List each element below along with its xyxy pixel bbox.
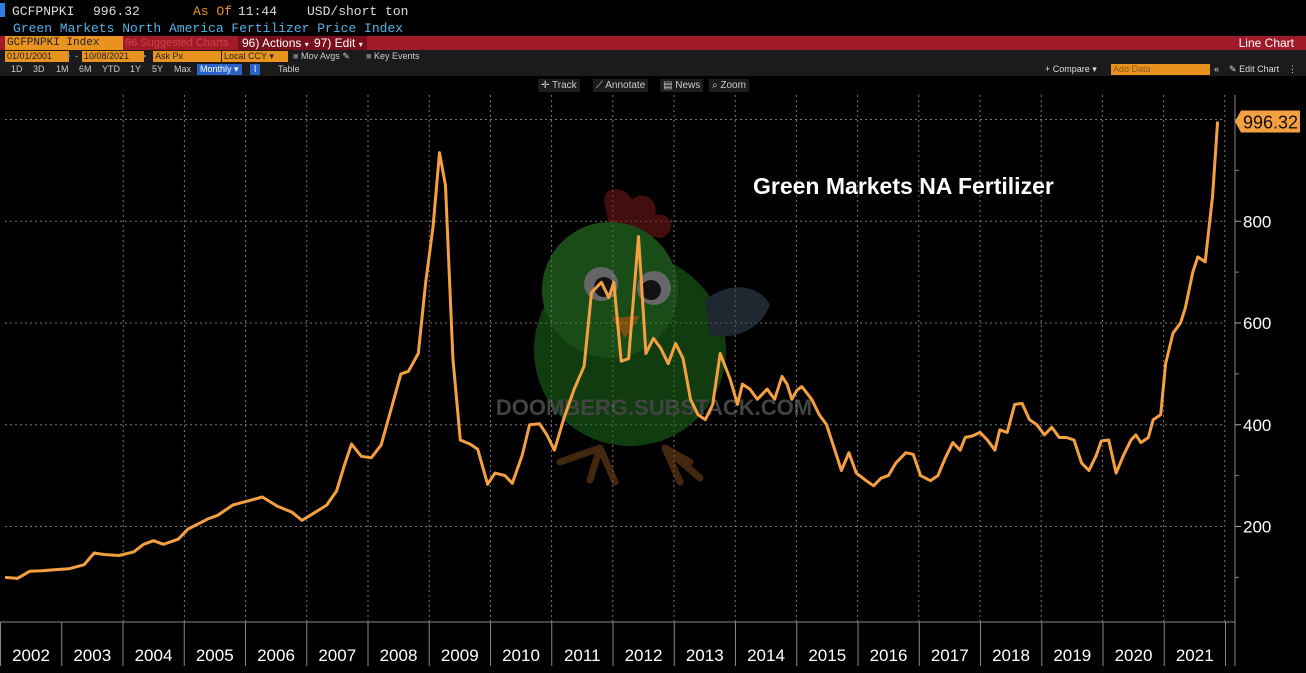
security-field[interactable]: GCFPNPKI Index [5, 36, 123, 50]
date-separator: - [75, 51, 78, 61]
actions-menu[interactable]: 96) Actions ▾ [238, 36, 313, 50]
magnifier-icon: ⌕ [712, 80, 718, 91]
security-header: GCFPNPKI 996.32 As Of 11:44 USD/short to… [0, 0, 1306, 21]
x-tick-label: 2015 [808, 646, 846, 665]
compare-button[interactable]: + Compare ▾ [1045, 64, 1097, 74]
last-value-badge: 996.32 [1235, 110, 1300, 133]
x-tick-label: 2006 [257, 646, 295, 665]
security-name: Green Markets North America Fertilizer P… [13, 21, 404, 36]
watermark-text: DOOMBERG.SUBSTACK.COM [496, 395, 812, 420]
news-tool[interactable]: ▤ News [660, 79, 704, 92]
as-of-label: As Of [193, 4, 233, 19]
x-tick-label: 2017 [931, 646, 969, 665]
settings-row: 01/01/2001 ▪ - 10/08/2021 ▪ Ask Px Local… [0, 50, 1306, 63]
x-tick-label: 2003 [73, 646, 111, 665]
chevron-down-icon: ▾ [358, 40, 363, 49]
pencil-icon: ✎ [1229, 64, 1237, 74]
calendar-icon[interactable]: ▪ [67, 51, 71, 61]
series-line [4, 121, 1220, 580]
period-5y[interactable]: 5Y [152, 64, 164, 74]
header-marker [0, 3, 5, 17]
chevron-down-icon: ▾ [304, 40, 309, 49]
x-tick-label: 2019 [1053, 646, 1091, 665]
period-ytd[interactable]: YTD [102, 64, 120, 74]
price-type-select[interactable]: Ask Px [153, 51, 221, 62]
x-tick-label: 2011 [564, 646, 601, 665]
key-events-toggle[interactable]: ■ Key Events [366, 51, 420, 61]
annotate-tool[interactable]: ⟋ Annotate [593, 79, 649, 92]
period-row: 1D 3D 1M 6M YTD 1Y 5Y Max Monthly ▾ ⌇ Ta… [0, 63, 1306, 76]
period-6m[interactable]: 6M [79, 64, 92, 74]
rooster-watermark-logo: DOOMBERG.SUBSTACK.COM [496, 189, 812, 486]
x-tick-label: 2012 [625, 646, 663, 665]
news-icon: ▤ [663, 80, 673, 91]
collapse-icon[interactable]: « [1214, 64, 1220, 74]
period-1m[interactable]: 1M [56, 64, 69, 74]
x-tick-label: 2020 [1115, 646, 1153, 665]
track-tool[interactable]: ✛ Track [538, 79, 580, 92]
chevron-down-icon: ▾ [1092, 64, 1097, 74]
last-price: 996.32 [93, 4, 140, 19]
x-axis: 2002 2003 2004 2005 2006 2007 2008 2009 2010 2011… [0, 621, 1235, 666]
last-value-text: 996.32 [1243, 113, 1298, 133]
command-bar: GCFPNPKI Index 96 Suggested Charts 96) A… [0, 36, 1306, 50]
y-tick-label: 600 [1243, 314, 1271, 333]
crosshair-icon: ✛ [541, 80, 550, 91]
edit-menu[interactable]: 97) Edit ▾ [310, 36, 367, 50]
chart-options-icon[interactable]: ⋮ [1288, 64, 1297, 74]
x-tick-label: 2009 [441, 646, 479, 665]
as-of-time: 11:44 [238, 4, 278, 19]
frequency-select[interactable]: Monthly ▾ [197, 64, 242, 75]
x-tick-label: 2005 [196, 646, 234, 665]
edit-chart-button[interactable]: ✎ Edit Chart [1229, 64, 1280, 74]
calendar-icon[interactable]: ▪ [143, 51, 147, 61]
x-tick-label: 2016 [870, 646, 908, 665]
chevron-down-icon: ▾ [269, 51, 274, 61]
security-name-row: Green Markets North America Fertilizer P… [0, 21, 1306, 36]
checkbox-icon: ■ [366, 51, 372, 61]
x-tick-label: 2008 [380, 646, 418, 665]
view-label: Line Chart [1238, 36, 1294, 50]
currency-select[interactable]: Local CCY ▾ [222, 51, 288, 62]
y-tick-label: 800 [1243, 212, 1271, 231]
x-tick-label: 2010 [502, 646, 540, 665]
add-data-field[interactable]: Add Data [1111, 64, 1210, 75]
x-tick-label: 2004 [135, 646, 173, 665]
chart-title: Green Markets NA Fertilizer [753, 173, 1054, 199]
period-max[interactable]: Max [174, 64, 192, 74]
y-axis: 200 400 600 800 [1234, 95, 1271, 666]
table-button[interactable]: Table [278, 64, 300, 74]
suggested-charts-button[interactable]: 96 Suggested Charts [125, 37, 229, 49]
x-tick-label: 2014 [747, 646, 785, 665]
price-series [4, 121, 1220, 580]
checkbox-icon: ■ [293, 51, 299, 61]
line-chart-icon[interactable]: ⌇ [250, 64, 261, 75]
end-date-field[interactable]: 10/08/2021 [82, 51, 144, 62]
last-value-bg [1235, 110, 1300, 133]
units: USD/short ton [307, 4, 409, 19]
period-1d[interactable]: 1D [11, 64, 23, 74]
period-1y[interactable]: 1Y [130, 64, 142, 74]
pencil-icon: ⟋ [596, 80, 603, 91]
ticker: GCFPNPKI [12, 4, 75, 19]
chevron-down-icon: ▾ [234, 64, 239, 74]
pencil-icon: ✎ [342, 51, 350, 61]
zoom-tool[interactable]: ⌕ Zoom [709, 79, 749, 92]
x-tick-label: 2021 [1176, 646, 1214, 665]
x-tick-label: 2013 [686, 646, 724, 665]
mov-avgs-toggle[interactable]: ■ Mov Avgs ✎ [293, 51, 350, 61]
x-tick-label: 2018 [992, 646, 1030, 665]
start-date-field[interactable]: 01/01/2001 [5, 51, 69, 62]
x-tick-label: 2007 [318, 646, 356, 665]
period-3d[interactable]: 3D [33, 64, 45, 74]
y-tick-label: 400 [1243, 416, 1271, 435]
y-tick-label: 200 [1243, 518, 1271, 537]
x-tick-label: 2002 [12, 646, 50, 665]
